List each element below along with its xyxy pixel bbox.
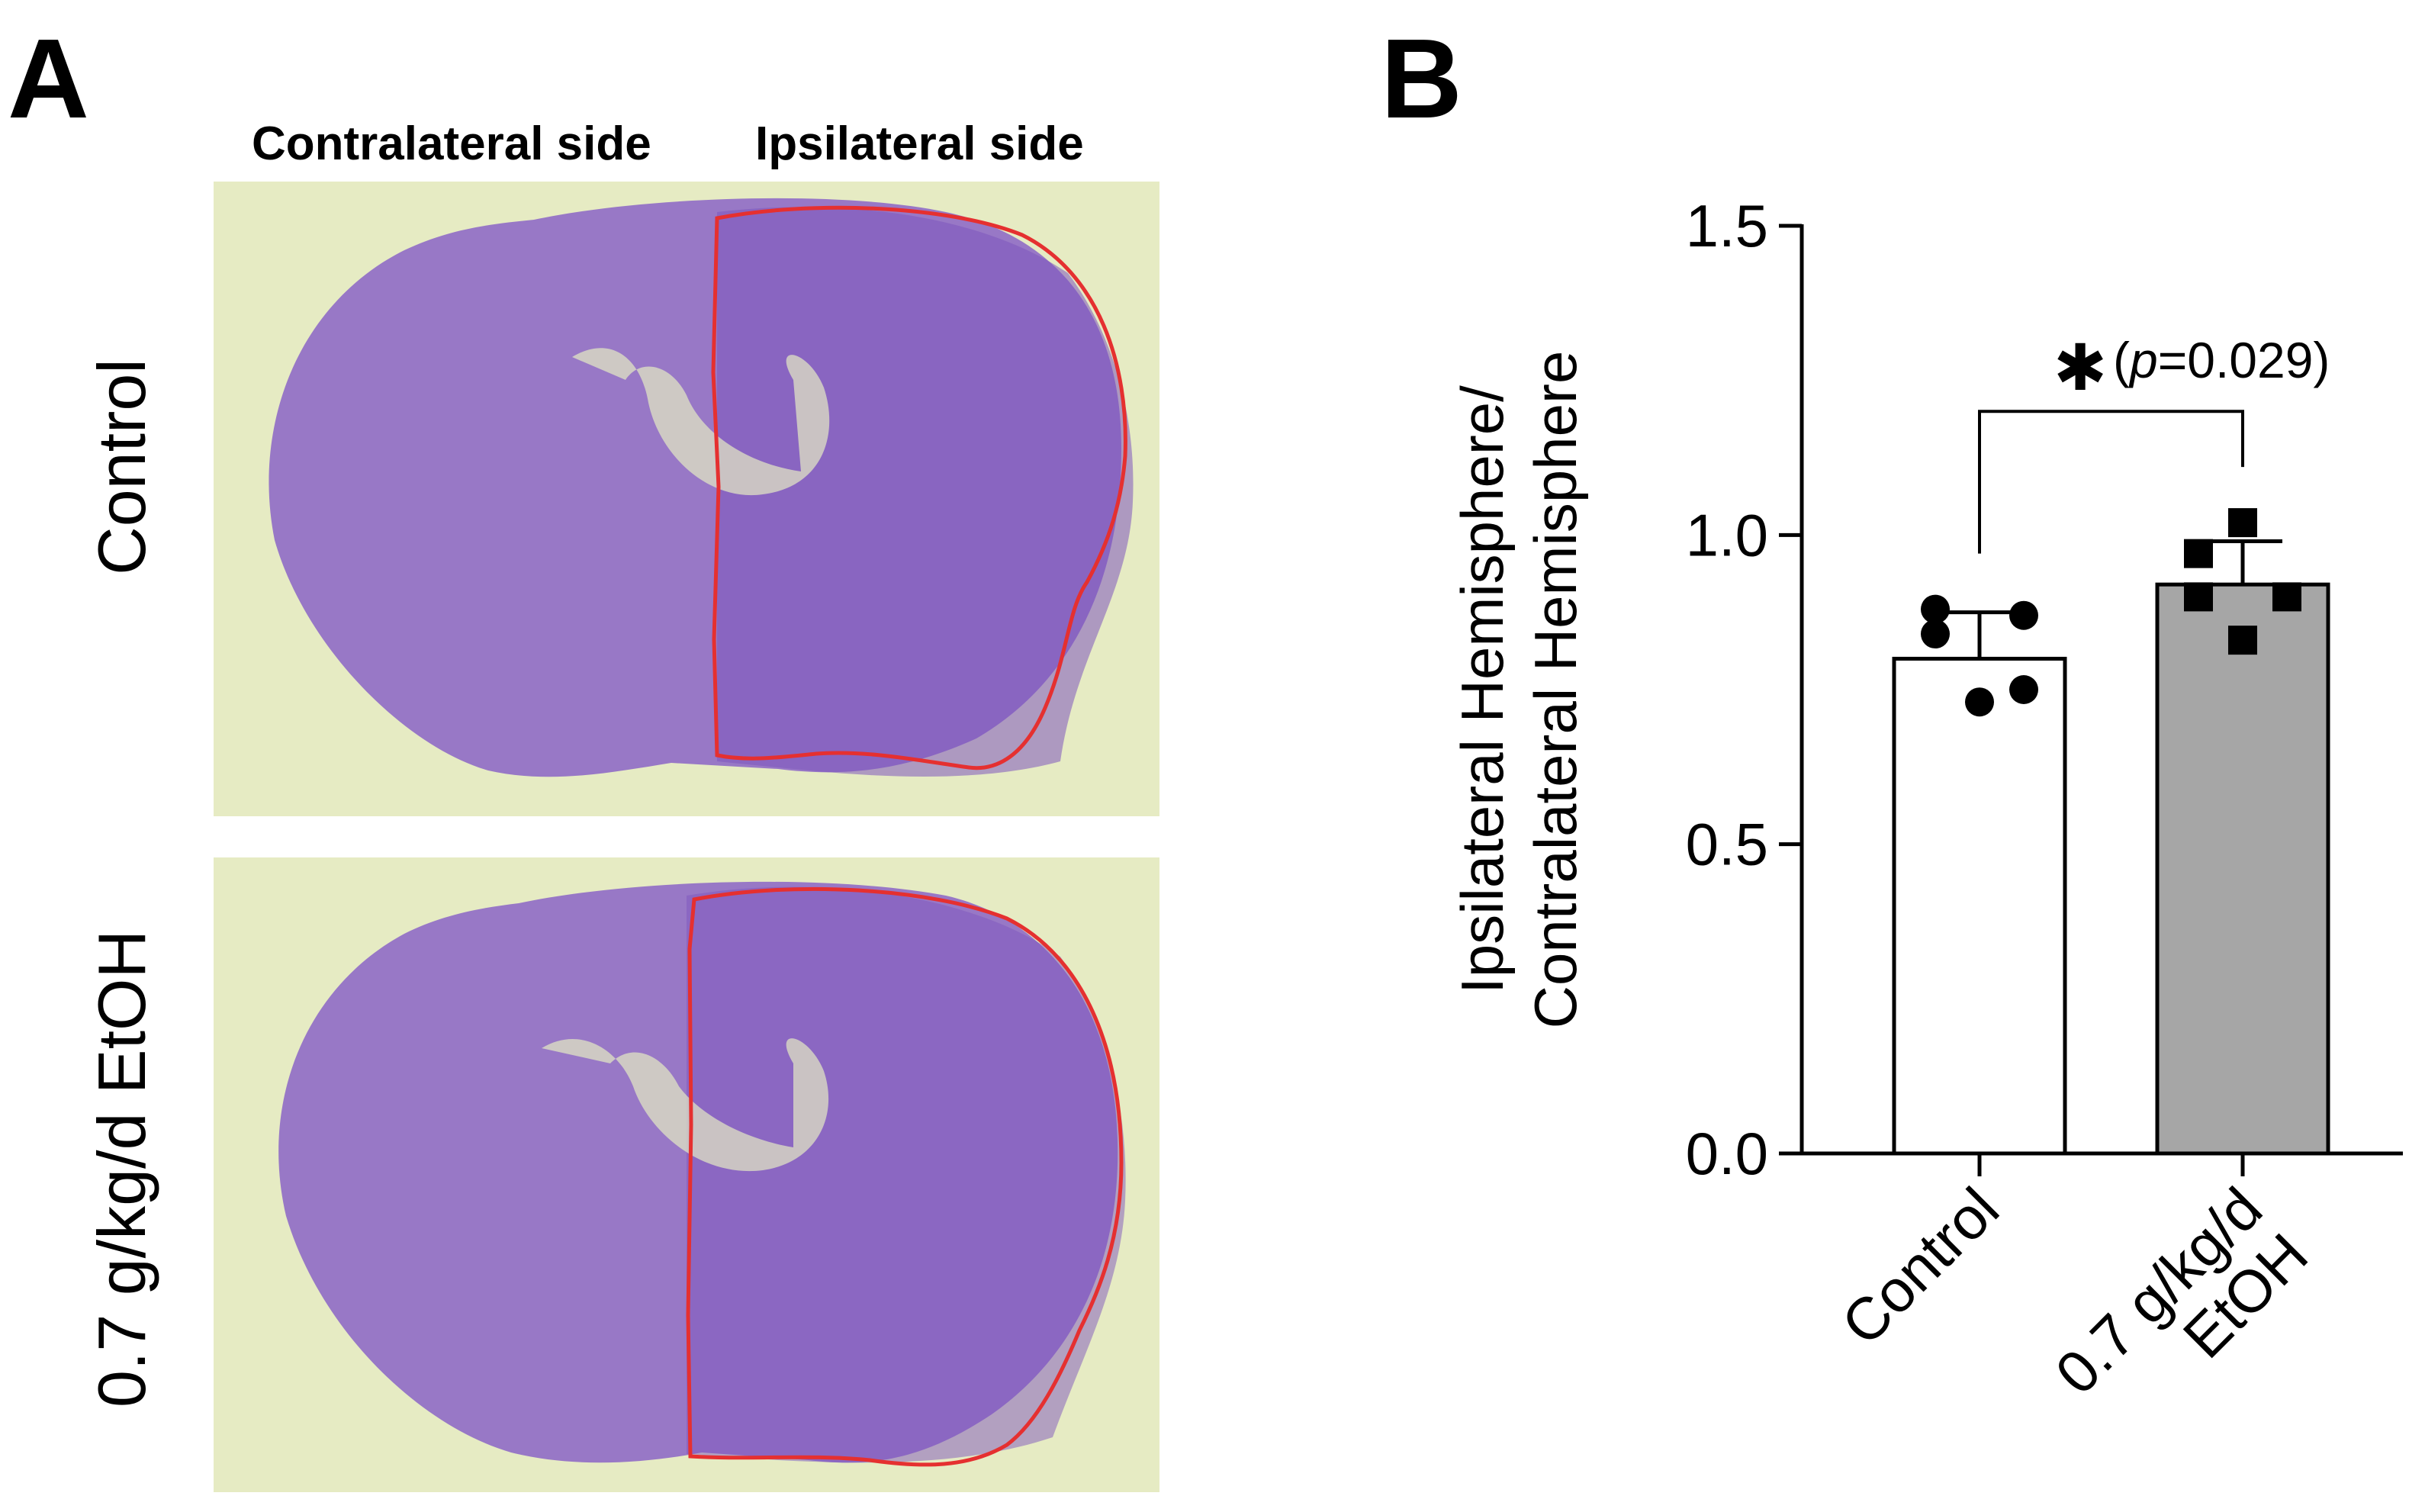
y-axis: 0.0 0.5 1.0 1.5 [1686,192,1804,1187]
panel-b-label: B [1381,16,1462,142]
y-axis-label: Ipsilateral Hemisphere/ Contralateral He… [1449,351,1589,1029]
data-point [2228,626,2257,655]
data-point [2272,582,2301,612]
p-value-annotation: (p=0.029) [2113,332,2330,388]
data-point [2009,600,2038,630]
bar [1892,656,2067,1156]
data-point [2009,675,2038,704]
significance-bracket [1978,410,2244,554]
bars [1892,582,2330,1156]
hemisphere-ratio-bar-chart: Ipsilateral Hemisphere/ Contralateral He… [1449,192,2403,1407]
y-axis-label-line-1: Ipsilateral Hemisphere/ [1449,385,1516,994]
significance-star: ✱ [2054,332,2107,404]
y-tick-label: 0.0 [1686,1120,1768,1187]
y-tick-label: 1.0 [1686,501,1768,568]
data-point [1921,619,1950,649]
x-axis-ticks [1977,1153,2245,1176]
y-axis-label-line-2: Contralateral Hemisphere [1522,351,1589,1029]
y-tick-label: 1.5 [1686,192,1768,259]
x-category-label: Control [1828,1175,2012,1358]
y-tick-label: 0.5 [1686,811,1768,878]
ipsilateral-side-header: Ipsilateral side [755,117,1084,170]
panel-a-label: A [8,16,89,142]
row-label-etoh: 0.7 g/kg/d EtOH [84,929,159,1408]
data-points [1921,508,2301,717]
data-point [2228,508,2257,538]
data-point [1965,687,1994,717]
data-point [2184,539,2213,568]
bar [2155,582,2330,1156]
error-bars [1940,539,2282,659]
contralateral-side-header: Contralateral side [252,117,651,170]
etoh-brain-micrograph [214,857,1159,1492]
data-point [1921,594,1950,624]
control-brain-micrograph [214,182,1159,816]
row-label-control: Control [84,359,159,575]
data-point [2184,582,2213,612]
